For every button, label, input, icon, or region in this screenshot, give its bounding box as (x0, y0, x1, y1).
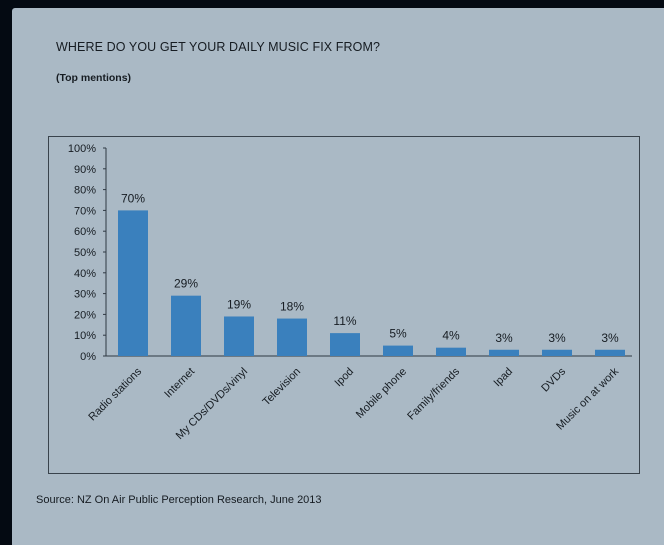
x-tick-label: Television (260, 366, 303, 409)
x-tick-label: Mobile phone (354, 366, 409, 421)
bar (542, 349, 572, 356)
x-tick-label: Radio stations (86, 365, 144, 423)
x-tick-label: Ipod (332, 366, 356, 390)
bar (277, 318, 307, 356)
y-tick-label: 50% (74, 247, 96, 259)
data-label: 4% (442, 329, 460, 343)
data-label: 5% (389, 327, 407, 341)
source-note: Source: NZ On Air Public Perception Rese… (36, 494, 322, 506)
page-title: WHERE DO YOU GET YOUR DAILY MUSIC FIX FR… (56, 40, 381, 54)
bar (118, 210, 148, 356)
y-tick-label: 90% (74, 164, 96, 176)
bar (171, 295, 201, 356)
y-tick-label: 40% (74, 268, 96, 280)
y-tick-label: 80% (74, 185, 96, 197)
bar (383, 345, 413, 356)
chart-frame (48, 136, 640, 474)
page-subtitle: (Top mentions) (56, 72, 132, 84)
data-label: 3% (495, 331, 513, 345)
y-tick-label: 10% (74, 330, 96, 342)
bar (436, 347, 466, 356)
x-tick-label: Internet (162, 366, 197, 401)
data-label: 18% (280, 300, 304, 314)
y-tick-label: 60% (74, 226, 96, 238)
x-tick-label: Family/friends (405, 365, 462, 422)
data-label: 19% (227, 297, 251, 311)
y-tick-label: 20% (74, 309, 96, 321)
y-tick-label: 100% (68, 143, 96, 155)
bar (489, 349, 519, 356)
y-tick-label: 0% (80, 351, 96, 363)
bar (330, 333, 360, 356)
data-label: 3% (601, 331, 619, 345)
y-tick-label: 30% (74, 289, 96, 301)
y-tick-label: 70% (74, 205, 96, 217)
x-tick-label: Ipad (491, 366, 515, 390)
data-label: 3% (548, 331, 566, 345)
bar (595, 349, 625, 356)
data-label: 29% (174, 277, 198, 291)
data-label: 11% (333, 314, 356, 328)
bar (224, 316, 254, 356)
data-label: 70% (121, 191, 145, 205)
x-tick-label: DVDs (539, 365, 568, 394)
